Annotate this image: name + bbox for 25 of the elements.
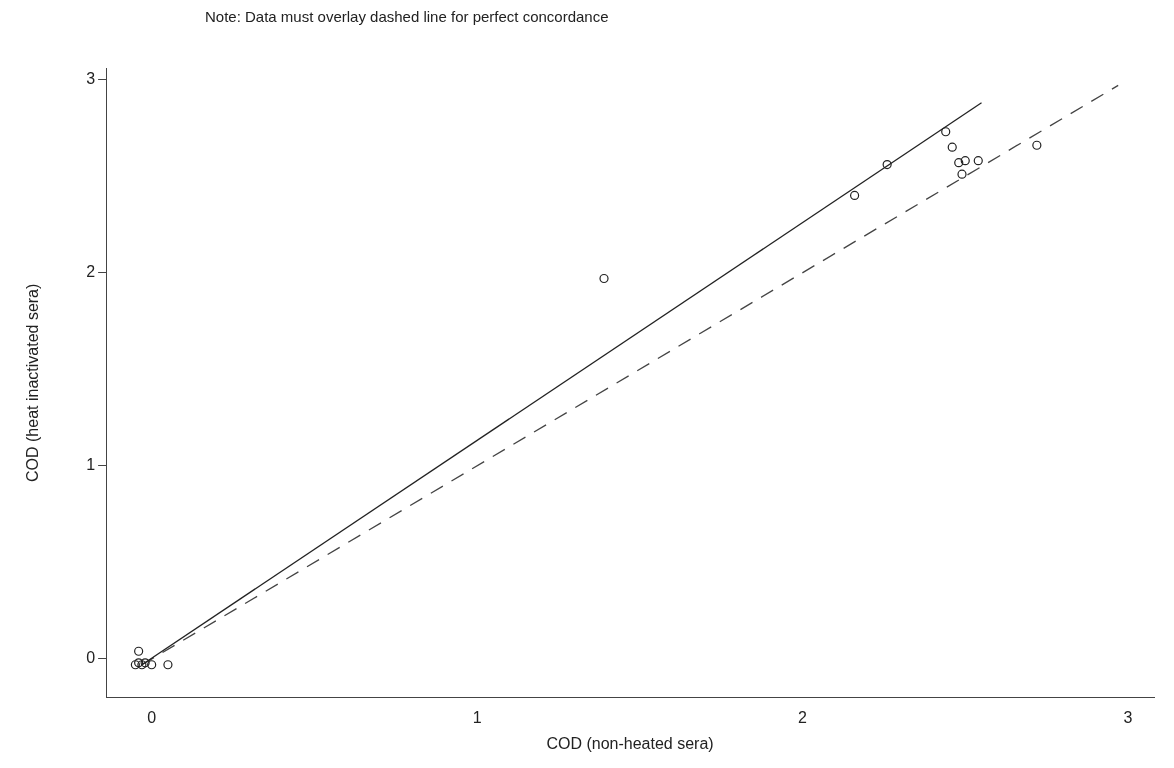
y-tick-label: 3 [86,69,96,87]
x-tick-label: 2 [798,708,808,726]
point [973,156,983,166]
point [960,156,970,166]
point [147,660,157,670]
point [599,273,609,284]
point [134,646,144,656]
x-tick-label: 3 [1123,708,1133,726]
y-tick-label: 0 [86,649,96,667]
point [130,660,140,670]
x-tick-label: 0 [147,708,157,726]
point [882,159,892,170]
y-tick-label: 1 [86,456,96,474]
point [163,660,173,670]
point [954,158,964,168]
text: Note: Data must overlay dashed line for perfect concordance [205,8,609,25]
point [850,190,860,201]
y-axis-title: COD (heat inactivated sera) [24,283,42,482]
point [1032,140,1042,150]
point [957,169,967,179]
y-tick-label: 2 [86,263,96,281]
point [947,142,957,152]
x-axis-title: COD (non-heated sera) [546,734,714,752]
point [941,127,951,137]
x-tick-label: 1 [472,708,482,726]
